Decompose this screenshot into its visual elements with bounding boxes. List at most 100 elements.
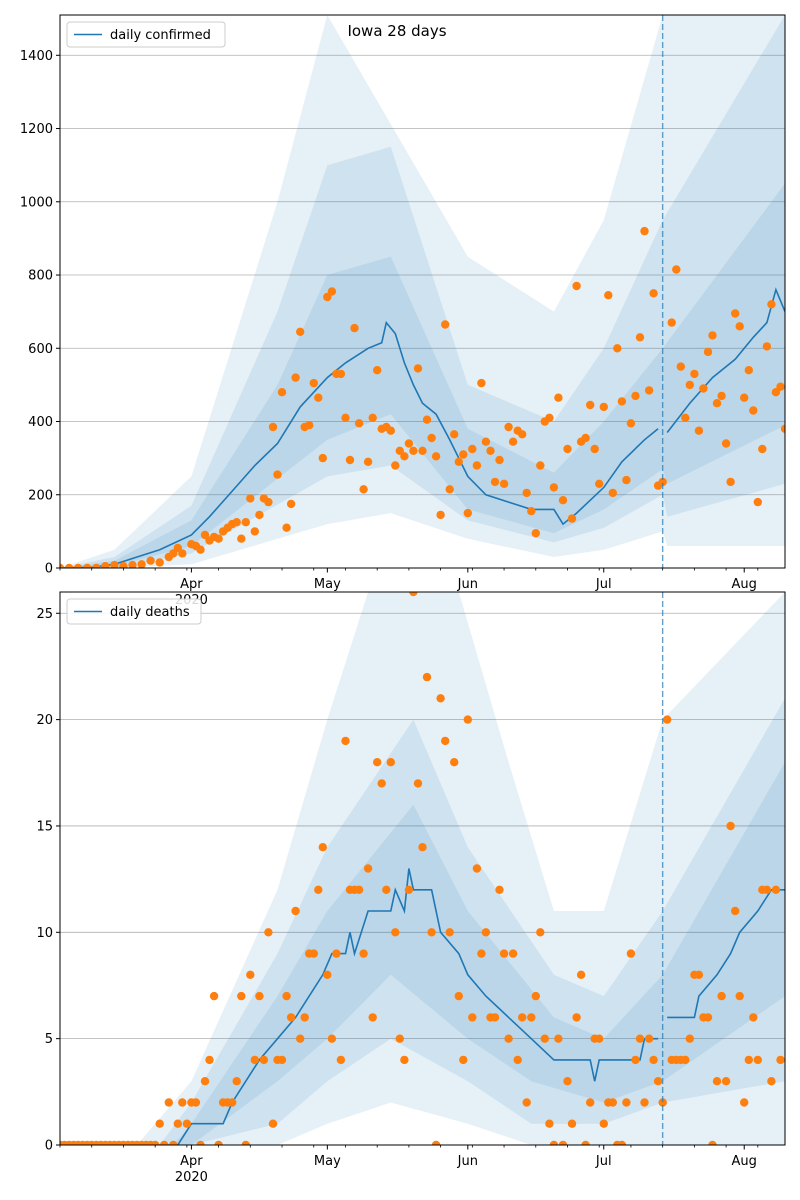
data-point	[146, 556, 155, 565]
data-point	[454, 991, 463, 1001]
data-point	[649, 289, 658, 298]
legend-label: daily confirmed	[110, 28, 211, 43]
x-tick-label: May	[314, 577, 341, 592]
data-point	[459, 450, 468, 459]
data-point	[436, 694, 445, 703]
data-point	[454, 457, 463, 466]
data-point	[427, 433, 436, 443]
data-point	[586, 400, 595, 410]
data-point	[178, 1098, 187, 1107]
data-point	[155, 1119, 164, 1128]
data-point	[735, 322, 744, 331]
legend-box	[66, 598, 202, 625]
data-point	[690, 369, 699, 379]
uncertainty-band	[60, 15, 785, 568]
data-point	[527, 1013, 536, 1022]
data-point	[73, 563, 83, 568]
data-point	[205, 1055, 214, 1065]
data-point	[413, 364, 423, 373]
data-point	[431, 1140, 441, 1145]
uncertainty-band	[60, 15, 785, 568]
data-point	[527, 507, 536, 516]
data-point	[422, 672, 432, 682]
axes-frame	[59, 14, 786, 569]
data-point	[767, 1077, 776, 1086]
data-point	[382, 885, 391, 894]
data-point	[359, 485, 368, 494]
data-point	[318, 843, 327, 852]
data-point	[708, 331, 717, 340]
data-point	[178, 549, 187, 558]
data-point	[363, 864, 373, 873]
y-tick-label: 0	[45, 1139, 53, 1154]
y-tick-label: 800	[28, 269, 53, 284]
data-point	[758, 444, 767, 454]
data-point	[522, 488, 531, 498]
data-point	[481, 928, 491, 937]
data-point	[545, 413, 554, 422]
data-point	[762, 885, 772, 894]
data-point	[441, 320, 450, 329]
data-point	[463, 508, 472, 518]
data-point	[740, 393, 749, 402]
x-tick-label: Jun	[457, 577, 478, 592]
y-tick-label: 1400	[20, 49, 53, 64]
data-point	[631, 391, 640, 401]
data-point	[182, 1119, 192, 1128]
uncertainty-band	[60, 698, 785, 1145]
data-point	[771, 885, 781, 894]
data-point	[712, 1077, 722, 1086]
data-point	[291, 906, 300, 916]
data-point	[626, 419, 636, 428]
data-point	[173, 1119, 182, 1128]
data-point	[277, 1055, 287, 1065]
legend-box	[66, 21, 226, 48]
data-point	[635, 333, 645, 342]
data-point	[549, 1140, 559, 1145]
data-point	[558, 496, 568, 505]
data-point	[332, 949, 341, 958]
data-point	[400, 452, 409, 461]
data-point	[563, 1077, 572, 1086]
data-point	[708, 1140, 717, 1145]
data-point	[740, 1098, 749, 1107]
data-point	[441, 736, 450, 746]
data-point	[744, 1055, 753, 1065]
legend: daily deaths	[66, 598, 202, 625]
data-point	[391, 461, 400, 470]
data-point	[504, 422, 513, 432]
data-point	[200, 1077, 210, 1086]
data-point	[694, 426, 704, 435]
data-point	[504, 1034, 513, 1043]
data-point	[490, 1013, 500, 1022]
data-point	[92, 563, 101, 568]
data-point	[522, 1098, 531, 1107]
x-tick-label: Apr	[180, 1154, 203, 1169]
data-point	[264, 928, 273, 937]
data-point	[354, 885, 364, 894]
data-point	[613, 344, 622, 353]
data-point	[468, 444, 477, 454]
data-point	[101, 562, 110, 568]
data-point	[445, 485, 454, 494]
data-point	[268, 422, 278, 432]
data-point	[667, 318, 676, 327]
data-point	[608, 488, 617, 498]
data-point	[635, 1034, 645, 1043]
data-point	[386, 426, 395, 435]
data-point	[345, 455, 355, 465]
data-point	[558, 1140, 568, 1145]
data-point	[277, 388, 287, 397]
data-point	[712, 399, 722, 408]
data-point	[436, 510, 445, 520]
data-point	[323, 292, 332, 302]
data-point	[246, 970, 255, 979]
data-point	[431, 452, 441, 461]
data-point	[286, 1013, 296, 1022]
data-point	[359, 949, 368, 958]
data-point	[305, 421, 314, 430]
data-point	[472, 864, 482, 873]
data-point	[604, 291, 613, 300]
data-point	[703, 1013, 713, 1022]
data-point	[391, 928, 400, 937]
